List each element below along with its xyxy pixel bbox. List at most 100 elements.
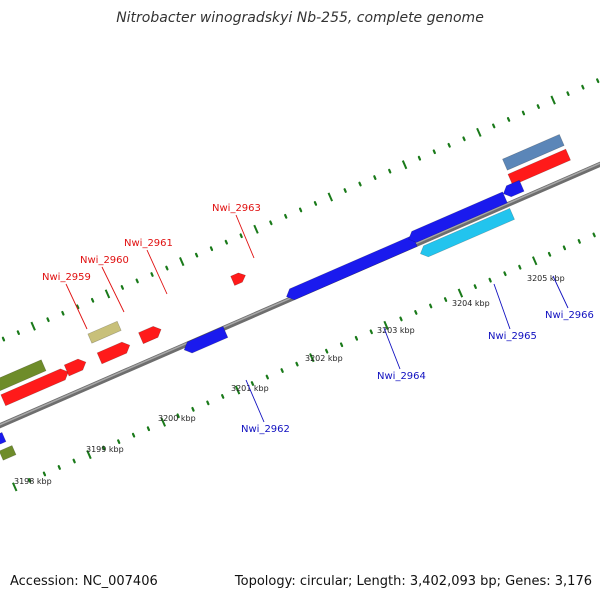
feature-khaki-1	[87, 320, 122, 344]
inner-minor-tick	[221, 394, 225, 399]
feature-olive-2	[0, 445, 17, 461]
inner-major-tick	[309, 353, 315, 363]
scale-label-7: 3205 kbp	[527, 274, 565, 283]
feature-red-nwi-2960a	[63, 358, 87, 377]
outer-minor-tick	[536, 104, 540, 109]
outer-minor-tick	[492, 123, 496, 129]
outer-minor-tick	[447, 142, 451, 148]
outer-minor-tick	[46, 317, 50, 323]
outer-minor-tick	[298, 207, 303, 213]
inner-minor-tick	[102, 445, 106, 451]
outer-major-tick	[550, 95, 556, 105]
feature-steel-1	[502, 134, 565, 171]
outer-minor-tick	[432, 149, 436, 155]
outer-minor-tick	[313, 201, 318, 206]
outer-major-tick	[401, 160, 408, 170]
scale-label-1: 3199 kbp	[86, 445, 124, 454]
inner-minor-tick	[488, 277, 492, 283]
inner-minor-tick	[27, 478, 32, 483]
outer-minor-tick	[194, 252, 199, 258]
accession-text: Accession: NC_007406	[10, 574, 158, 589]
inner-minor-tick	[443, 297, 448, 302]
scale-label-5: 3203 kbp	[377, 326, 415, 335]
outer-minor-tick	[16, 330, 20, 336]
gene-label-nwi-2959: Nwi_2959	[42, 272, 91, 283]
inner-minor-tick	[42, 471, 47, 477]
inner-minor-tick	[176, 413, 180, 419]
outer-minor-tick	[120, 285, 124, 290]
inner-major-tick	[457, 288, 464, 298]
gene-labels: Nwi_2959 Nwi_2960 Nwi_2961 Nwi_2963 Nwi_2962…	[42, 203, 594, 435]
outer-minor-tick	[373, 175, 377, 180]
scale-label-6: 3204 kbp	[452, 299, 490, 308]
inner-minor-tick	[354, 335, 359, 341]
outer-minor-tick	[462, 136, 466, 142]
gene-label-nwi-2966: Nwi_2966	[545, 310, 594, 321]
inner-minor-tick	[414, 310, 418, 315]
feature-red-nwi-2959	[0, 368, 69, 407]
feature-red-nwi-2961	[138, 326, 162, 345]
outer-minor-tick	[343, 188, 347, 193]
inner-minor-tick	[280, 368, 284, 373]
inner-major-tick	[12, 482, 18, 492]
inner-minor-tick	[250, 381, 255, 386]
outer-minor-tick	[506, 117, 511, 122]
outer-minor-tick	[224, 239, 228, 245]
outer-minor-tick	[150, 272, 154, 277]
gene-label-nwi-2961: Nwi_2961	[124, 238, 173, 249]
leader-nwi-2962	[245, 379, 265, 423]
outer-minor-tick	[596, 78, 600, 84]
feature-cyan-nwi-2965	[420, 207, 515, 258]
outer-major-tick	[179, 257, 185, 267]
inner-minor-tick	[399, 316, 403, 322]
inner-minor-tick	[57, 465, 61, 470]
inner-major-tick	[383, 320, 389, 330]
leader-nwi-2966	[552, 275, 569, 309]
outer-minor-tick	[209, 246, 214, 252]
inner-major-tick	[234, 385, 241, 395]
inner-minor-tick	[577, 239, 581, 244]
inner-minor-tick	[131, 432, 136, 438]
map-title: Nitrobacter winogradskyi Nb-255, complet…	[116, 10, 484, 26]
gene-label-nwi-2963: Nwi_2963	[212, 203, 261, 214]
outer-major-tick	[104, 289, 111, 299]
outer-minor-tick	[358, 181, 362, 187]
inner-minor-tick	[191, 406, 195, 412]
inner-minor-tick	[592, 232, 596, 238]
outer-minor-tick	[581, 84, 585, 90]
leader-nwi-2961	[146, 249, 168, 295]
inner-minor-tick	[72, 458, 76, 464]
outer-minor-tick	[61, 310, 65, 316]
feature-blue-nwi-2966	[502, 179, 525, 198]
inner-major-tick	[86, 450, 92, 460]
inner-minor-tick	[503, 271, 507, 277]
outer-minor-tick	[1, 336, 6, 342]
outer-minor-tick	[284, 213, 288, 219]
gene-label-nwi-2964: Nwi_2964	[377, 371, 426, 382]
outer-major-tick	[327, 192, 334, 202]
inner-minor-tick	[369, 329, 373, 335]
outer-minor-tick	[76, 304, 80, 310]
outer-major-tick	[253, 224, 259, 234]
inner-minor-tick	[562, 245, 567, 251]
outer-tick-track	[1, 78, 600, 342]
inner-major-tick	[531, 256, 538, 266]
feature-blue-nwi-2964	[286, 235, 418, 301]
inner-minor-tick	[117, 439, 121, 445]
inner-minor-tick	[473, 284, 477, 289]
inner-minor-tick	[146, 426, 151, 432]
leader-nwi-2959	[65, 283, 88, 330]
feature-olive-1	[0, 359, 47, 392]
outer-minor-tick	[521, 110, 526, 116]
gene-label-nwi-2962: Nwi_2962	[241, 424, 290, 435]
outer-minor-tick	[566, 91, 570, 97]
feature-blue-left	[0, 432, 7, 445]
gene-features	[0, 134, 571, 461]
leader-nwi-2960	[101, 266, 125, 313]
outer-minor-tick	[269, 220, 273, 226]
outer-minor-tick	[165, 265, 169, 271]
outer-minor-tick	[417, 155, 422, 161]
inner-minor-tick	[518, 264, 522, 270]
